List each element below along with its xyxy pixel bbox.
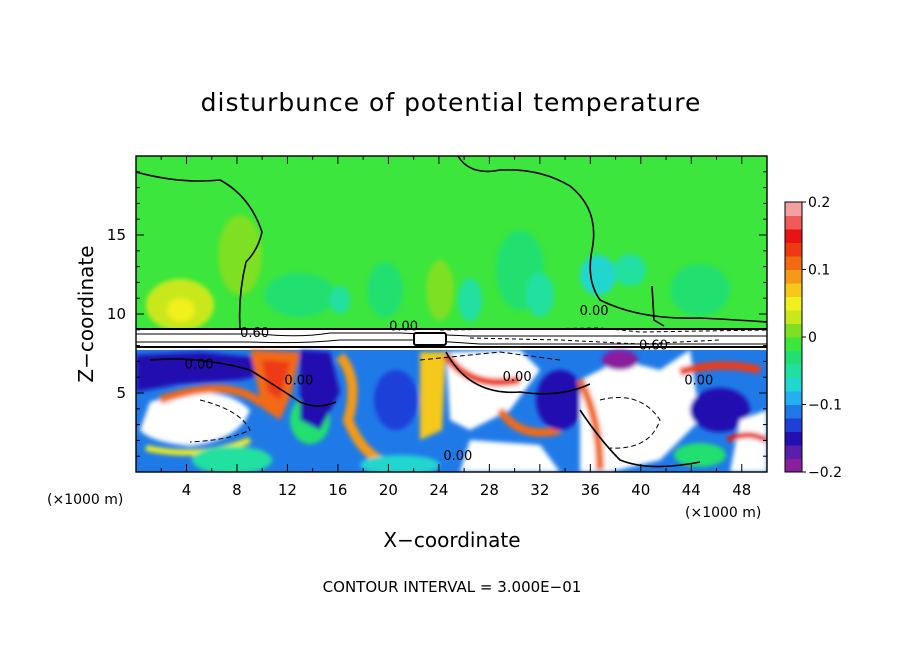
contour-label: 0.00: [284, 373, 313, 388]
colorbar-swatch: [785, 229, 802, 243]
x-unit-label-left: (×1000 m): [47, 492, 123, 508]
x-tick-label: 24: [429, 481, 448, 499]
x-tick-label: 44: [682, 481, 701, 499]
colorbar-swatch: [785, 215, 802, 230]
band-contours: [136, 327, 767, 348]
x-tick-label: 20: [379, 481, 398, 499]
colorbar-swatch: [785, 431, 802, 446]
y-axis-label: Z−coordinate: [74, 245, 98, 382]
contour-label: 0.00: [185, 358, 214, 373]
contour-label: 0.00: [443, 449, 472, 464]
colorbar-swatch: [785, 256, 802, 270]
y-tick-label: 15: [107, 226, 126, 244]
x-tick-label: 4: [182, 481, 192, 499]
colorbar-swatch: [785, 242, 802, 257]
negative-contours: [189, 351, 661, 449]
contour-label: 0.00: [580, 304, 609, 319]
colorbar-swatch: [785, 404, 802, 419]
chart-title: disturbunce of potential temperature: [201, 88, 702, 117]
x-tick-label: 40: [631, 481, 650, 499]
colorbar-tick-label: −0.2: [808, 465, 842, 481]
x-axis-label: X−coordinate: [383, 528, 520, 552]
contour-label: 0.60: [639, 339, 668, 354]
temperature-field: 0.60 0.00 0.00 0.00 0.00 0.00 0.60 0.00 0.00: [136, 156, 767, 472]
colorbar-swatch: [785, 202, 802, 216]
x-tick-label: 12: [278, 481, 297, 499]
x-tick-label: 16: [328, 481, 347, 499]
colorbar-swatch: [785, 364, 802, 378]
colorbar-swatch: [785, 337, 802, 351]
colorbar-swatch: [785, 269, 802, 284]
x-tick-label: 28: [480, 481, 499, 499]
lower-eddies: [136, 350, 767, 472]
contour-label: 0.00: [503, 370, 532, 385]
contour-label: 0.60: [240, 326, 269, 341]
colorbar-swatch: [785, 377, 802, 392]
colorbar-swatch: [785, 310, 802, 324]
colorbar-tick-label: 0: [808, 330, 817, 346]
colorbar-swatch: [785, 283, 802, 297]
contour-interval: CONTOUR INTERVAL = 3.000E−01: [323, 578, 582, 596]
x-unit-label-right: (×1000 m): [685, 505, 761, 521]
colorbar-swatch: [785, 323, 802, 338]
upper-anomalies: [146, 215, 730, 331]
x-tick-label: 48: [732, 481, 751, 499]
colorbar-swatch: [785, 296, 802, 311]
colorbar-swatch: [785, 350, 802, 365]
colorbar-tick-label: −0.1: [808, 398, 842, 414]
contour-label: 0.00: [389, 320, 418, 335]
colorbar-swatch: [785, 391, 802, 405]
x-tick-label: 8: [232, 481, 242, 499]
colorbar-tick-label: 0.2: [808, 195, 830, 211]
x-tick-label: 32: [530, 481, 549, 499]
colorbar-swatch: [785, 445, 802, 459]
colorbar-swatch: [785, 458, 802, 473]
contour-lines: [136, 156, 767, 468]
y-tick-label: 5: [116, 384, 126, 402]
contour-label: 0.00: [684, 373, 713, 388]
x-tick-label: 36: [581, 481, 600, 499]
colorbar-swatch: [785, 418, 802, 432]
y-tick-label: 10: [107, 305, 126, 323]
colorbar-tick-label: 0.1: [808, 263, 830, 279]
